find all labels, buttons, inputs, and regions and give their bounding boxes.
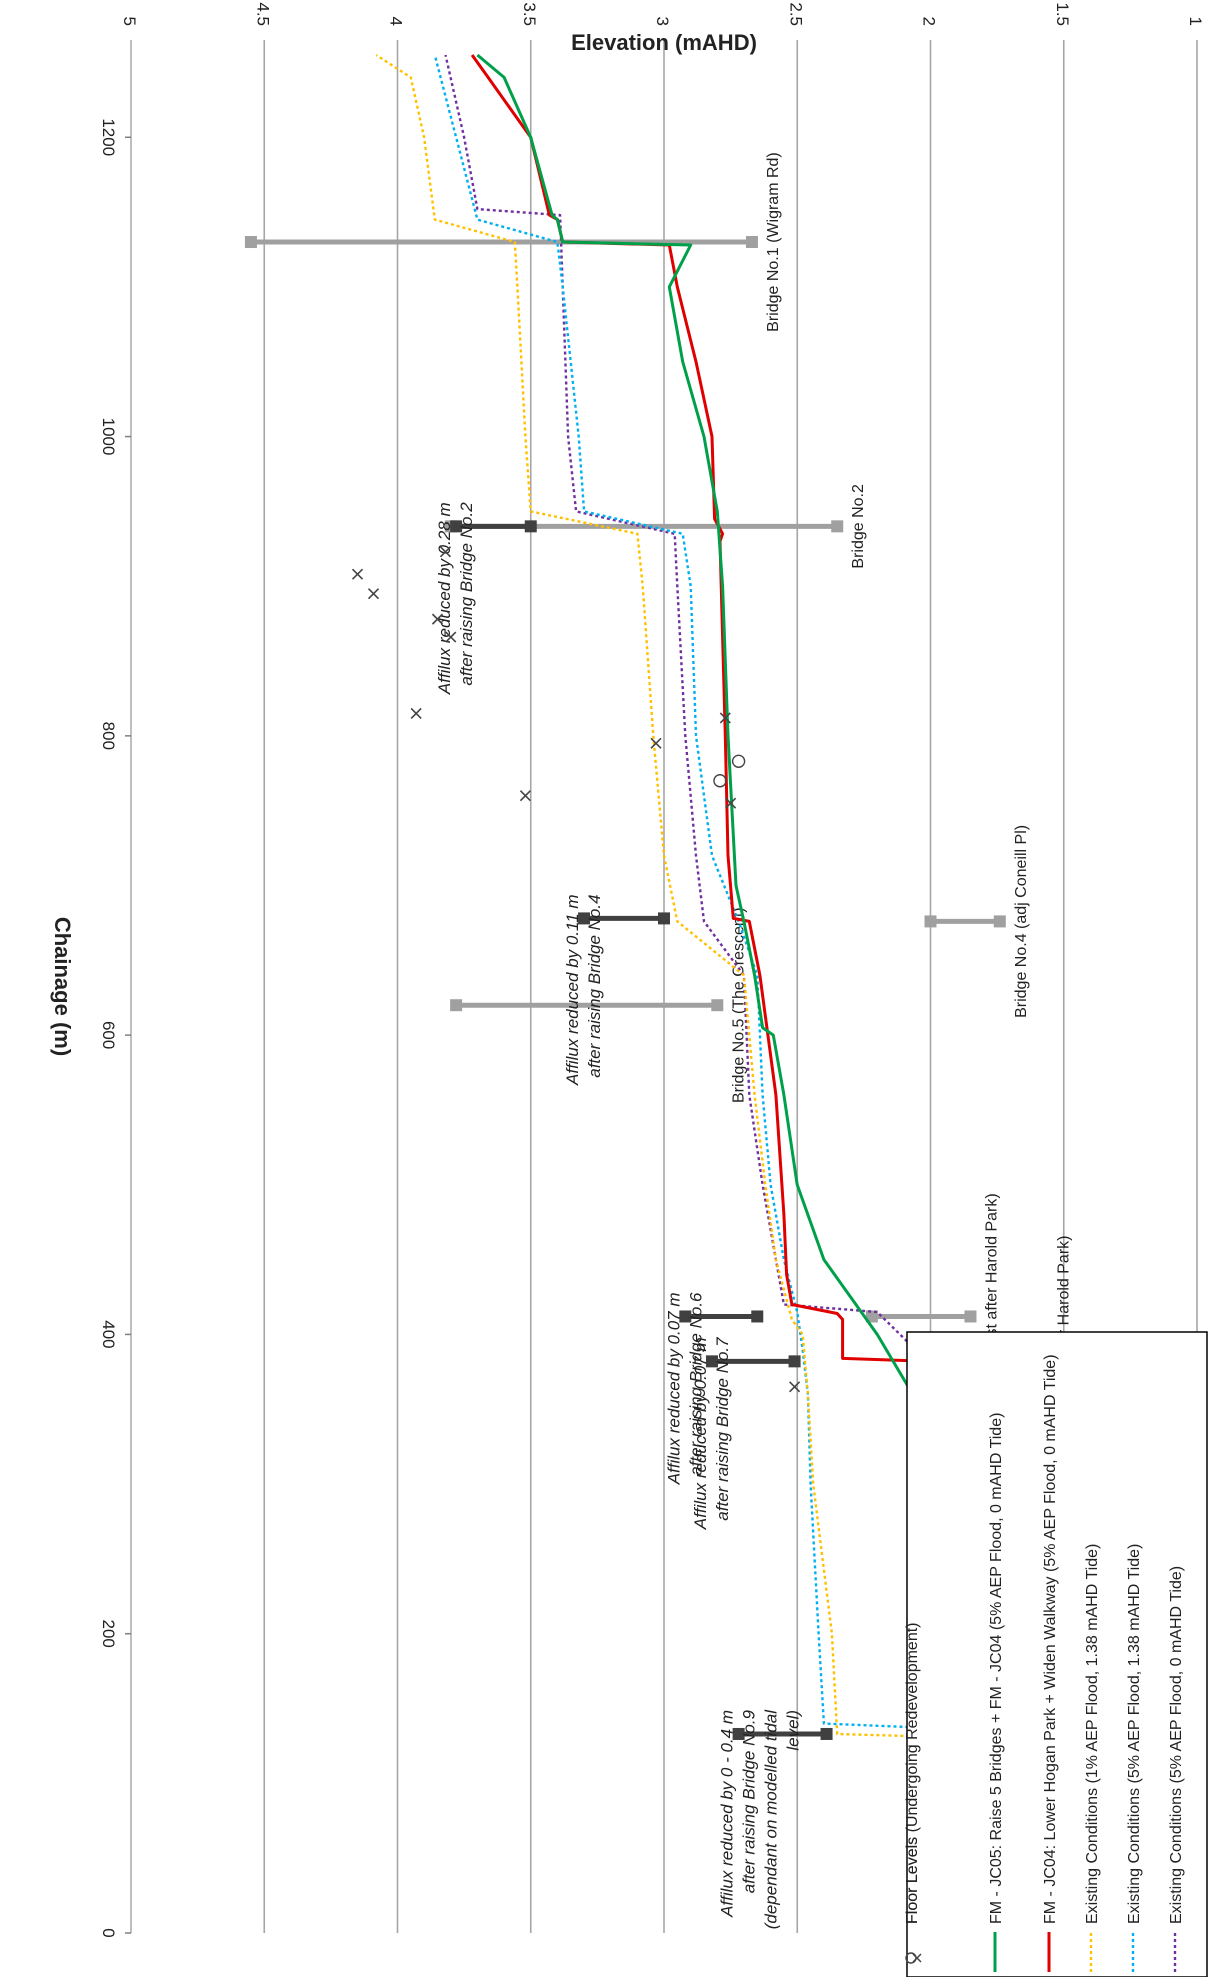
y-tick-label: 4 <box>387 17 406 26</box>
bridge-label: Bridge No.2 <box>850 484 867 569</box>
legend-marker-circle <box>905 1952 917 1964</box>
redevelopment-floor-marker <box>713 774 727 788</box>
floor-level-marker <box>445 631 457 643</box>
floor-level-marker <box>351 568 364 580</box>
afflux-annotation: Affilux reduced by 0.28 m after raising B… <box>435 502 476 695</box>
bridge-cap <box>745 236 758 249</box>
afflux-cap <box>658 912 670 925</box>
y-tick-label: 1 <box>1186 17 1205 26</box>
floor-level-marker <box>410 707 422 719</box>
bridge-cap <box>450 999 463 1012</box>
x-tick-label: 0 <box>99 1928 118 1937</box>
floor-level-marker <box>431 613 444 625</box>
x-tick-label: 600 <box>99 1021 118 1049</box>
y-axis-title: Elevation (mAHD) <box>571 30 757 55</box>
x-axis-title: Chainage (m) <box>50 917 75 1056</box>
floor-level-marker <box>650 737 662 749</box>
legend-entry: Floor Levels (Undergoing Redevelopment) <box>904 1623 921 1925</box>
legend-entry: Existing Conditions (1% AEP Flood, 1.38 … <box>1084 1544 1101 1924</box>
bridge-cap <box>831 520 844 533</box>
y-tick-label: 3.5 <box>520 2 539 26</box>
x-tick-label: 1200 <box>99 118 118 156</box>
y-tick-label: 3 <box>653 17 672 26</box>
afflux-annotation: Affilux reduced by 0 - 0.4 m after raisin… <box>718 1709 803 1929</box>
floor-level-marker <box>725 797 737 809</box>
x-tick-label: 1000 <box>99 418 118 456</box>
afflux-cap <box>524 520 537 533</box>
afflux-cap <box>820 1727 833 1740</box>
redevelopment-floor-marker <box>731 754 746 768</box>
bridge-cap <box>244 236 257 249</box>
bridge-cap <box>924 915 937 928</box>
floor-level-marker <box>519 790 531 802</box>
bridge-cap <box>993 915 1006 928</box>
series-line <box>375 53 1039 1829</box>
afflux-cap <box>732 1727 745 1740</box>
afflux-cap <box>578 912 591 925</box>
bridge-label: Bridge No.1 (Wigram Rd) <box>765 152 782 332</box>
y-tick-label: 5 <box>120 17 139 26</box>
x-tick-label: 800 <box>99 722 118 750</box>
afflux-annotation: Affilux reduced by 0.07 m after raising B… <box>691 1337 732 1530</box>
y-tick-label: 2 <box>920 17 939 26</box>
bridge-label: Bridge No.5 (The Crescent) <box>730 907 747 1103</box>
afflux-annotation: Affilux reduced by 0.07 m after raising B… <box>664 1292 705 1485</box>
afflux-cap <box>788 1355 801 1368</box>
floor-level-marker <box>439 546 452 558</box>
afflux-cap <box>751 1310 764 1323</box>
legend-entry: Existing Conditions (5% AEP Flood, 0 mAH… <box>1168 1566 1185 1924</box>
afflux-cap <box>705 1355 718 1368</box>
series-line <box>433 54 1044 1897</box>
floor-level-marker <box>367 588 380 600</box>
legend-box <box>906 1331 1208 1977</box>
floor-level-marker <box>789 1381 801 1393</box>
legend-entry: Floor Levels <box>904 1837 921 1924</box>
x-tick-label: 400 <box>99 1320 118 1348</box>
legend-entry: Existing Conditions (5% AEP Flood, 1.38 … <box>1126 1544 1143 1924</box>
bridge-cap <box>964 1310 977 1323</box>
afflux-annotation: Affilux reduced by 0.11 m after raising B… <box>563 894 604 1086</box>
y-tick-label: 1.5 <box>1053 2 1072 26</box>
bridge-cap <box>865 1310 878 1323</box>
bridge-label: Bridge No.4 (adj Coneill Pl) <box>1013 825 1030 1018</box>
afflux-cap <box>679 1310 692 1323</box>
legend-entry: FM - JC04: Lower Hogan Park + Widen Walk… <box>1042 1354 1059 1924</box>
afflux-cap <box>450 520 463 533</box>
x-tick-label: 200 <box>99 1620 118 1648</box>
y-tick-label: 4.5 <box>253 2 272 26</box>
legend-entry: FM - JC05: Raise 5 Bridges + FM - JC04 (… <box>988 1413 1005 1924</box>
bridge-cap <box>711 999 724 1012</box>
y-tick-label: 2.5 <box>786 2 805 26</box>
floor-level-marker <box>719 712 731 724</box>
legend-marker-x <box>912 1953 922 1963</box>
